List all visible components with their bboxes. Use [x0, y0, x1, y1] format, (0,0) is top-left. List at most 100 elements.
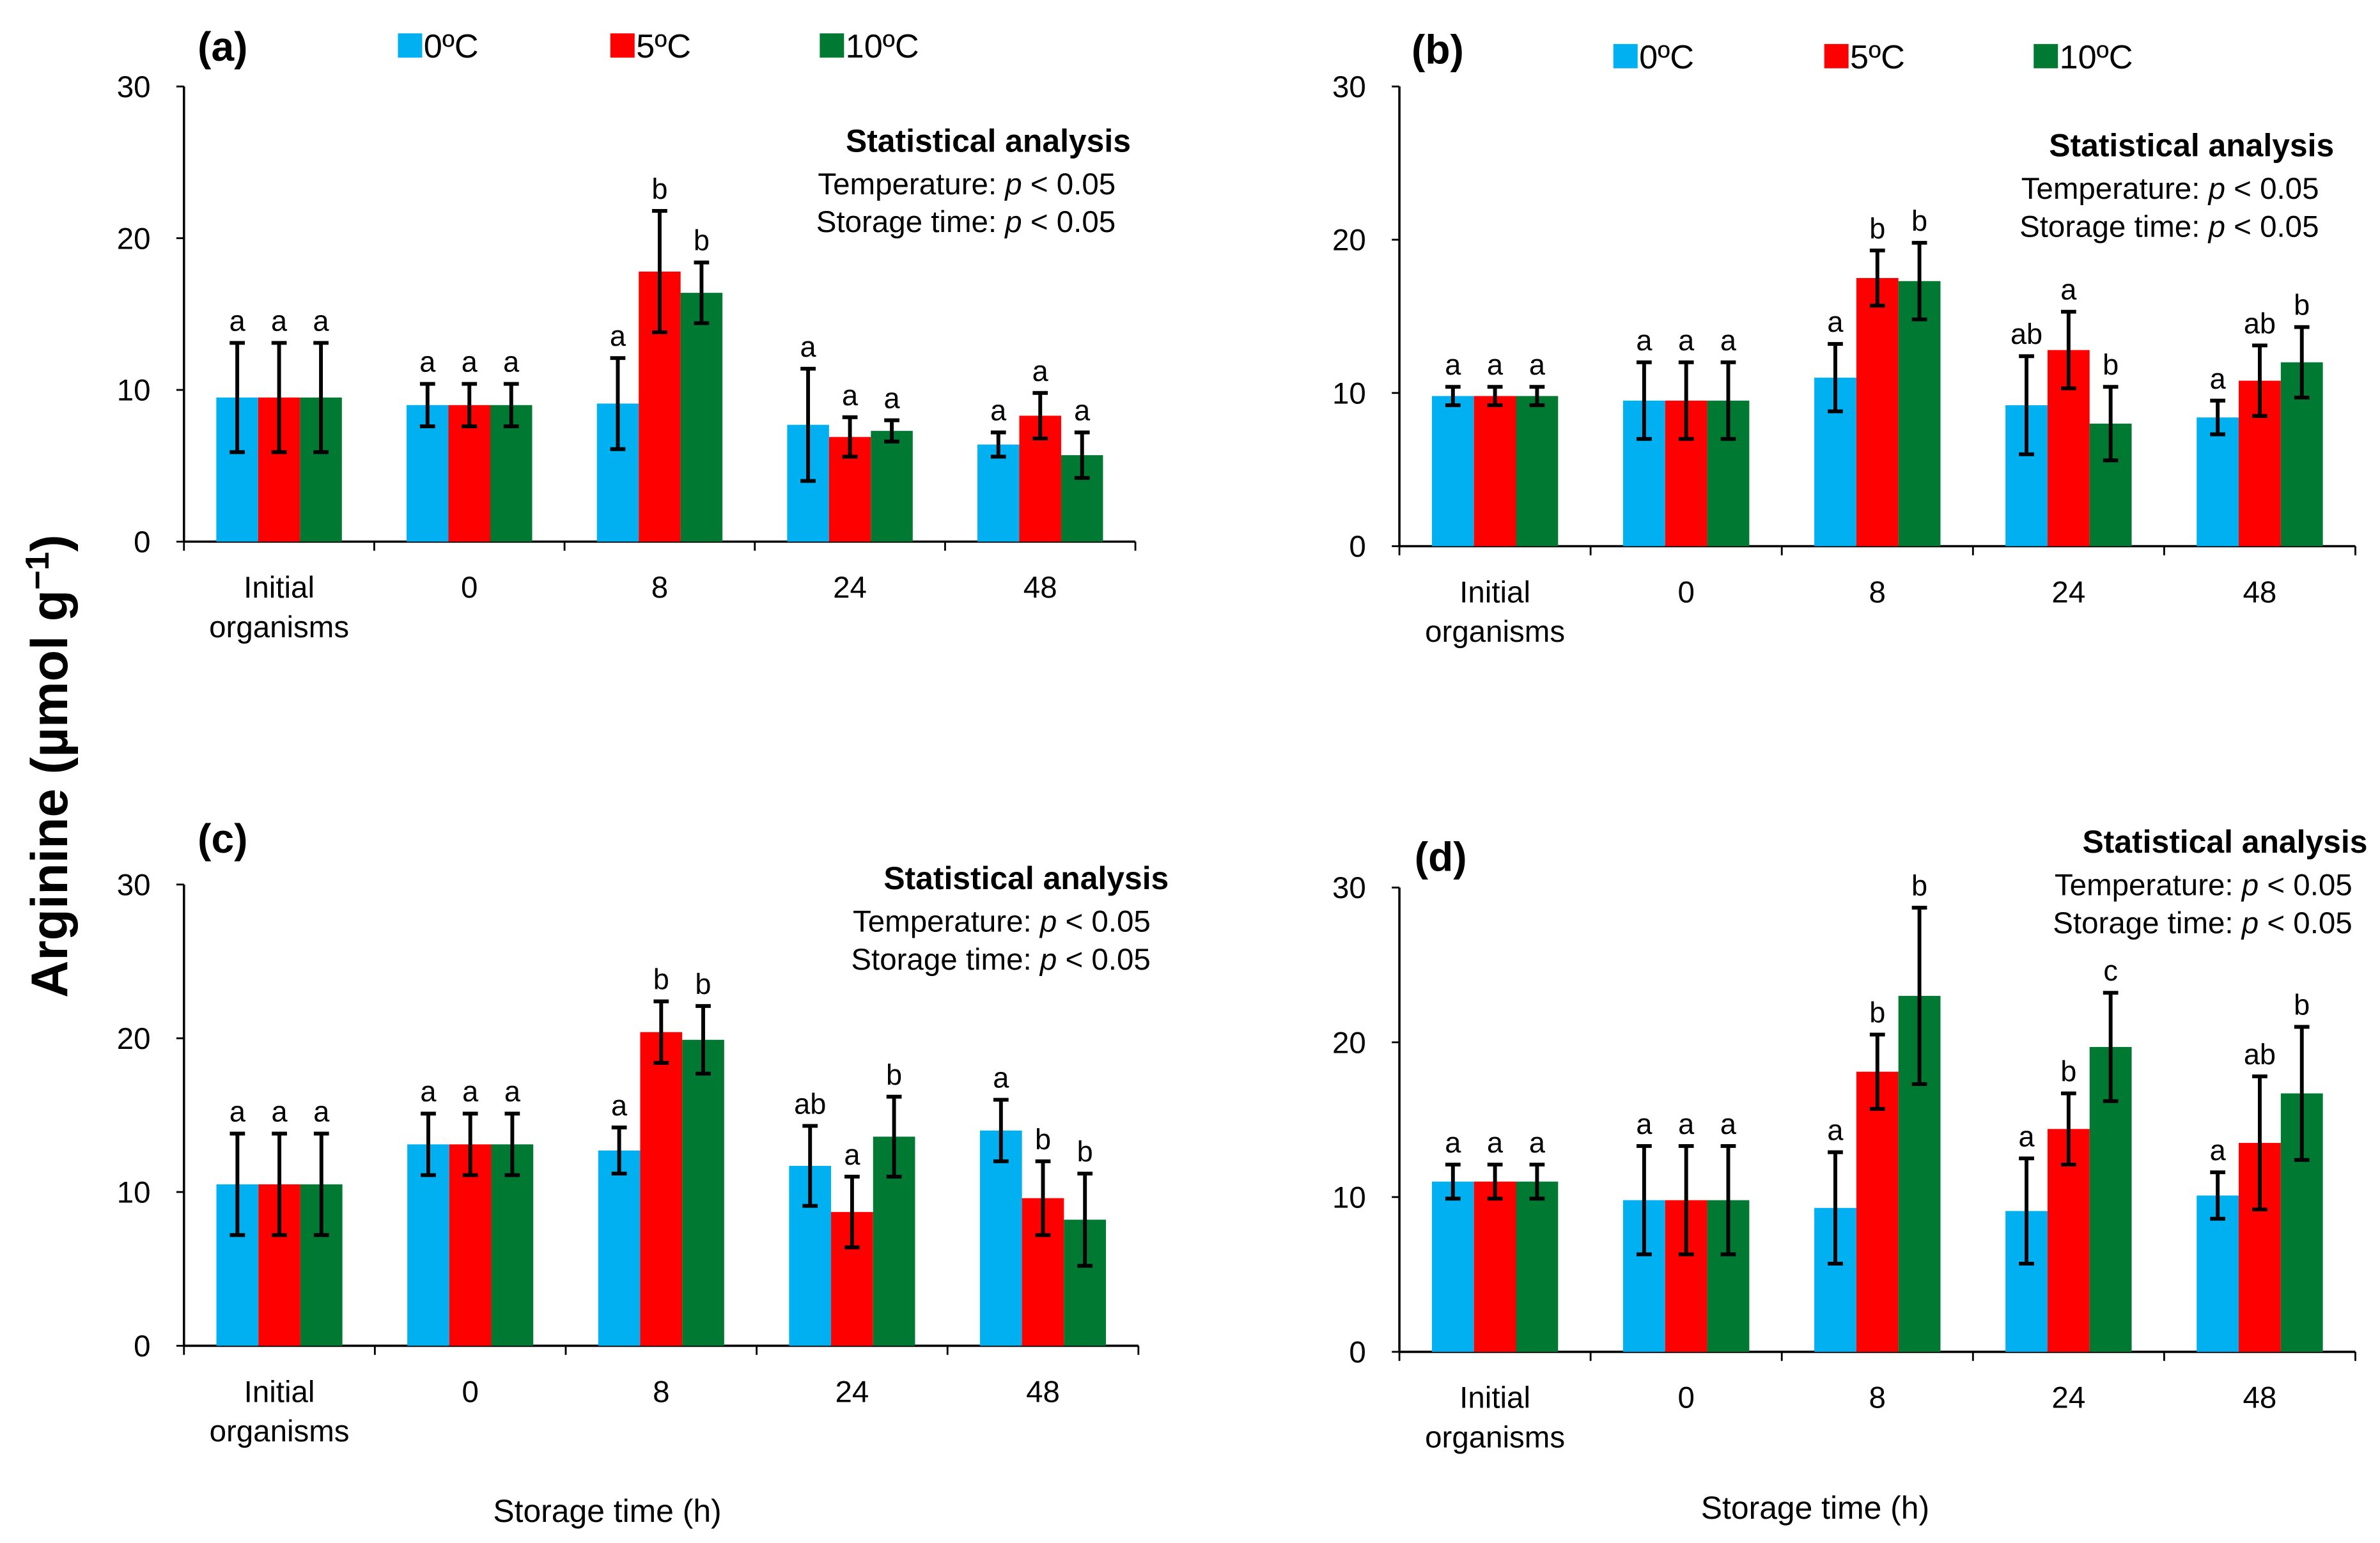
x-tick-label: organisms [210, 1415, 350, 1448]
stats-value: < 0.05 [2259, 868, 2353, 902]
significance-letter: a [1487, 1126, 1504, 1159]
significance-letter: b [695, 968, 711, 1000]
significance-letter: b [653, 963, 669, 996]
significance-letter: a [884, 382, 901, 415]
stats-p: p [2241, 868, 2259, 902]
bar-10c [682, 1039, 724, 1346]
stats-factor: Storage time: [816, 205, 1006, 239]
stats-value: < 0.05 [1022, 167, 1116, 201]
bar-5c [1856, 277, 1899, 547]
stats-title: Statistical analysis [846, 123, 1131, 159]
stats-p: p [2207, 210, 2225, 244]
significance-letter: b [1869, 996, 1885, 1029]
x-tick-label: Initial [1459, 575, 1530, 609]
y-tick-label: 0 [134, 525, 150, 559]
significance-letter: b [1911, 869, 1927, 902]
significance-letter: a [800, 330, 817, 363]
significance-letter: a [1636, 324, 1653, 357]
bar-10c [680, 293, 723, 542]
significance-letter: a [2210, 362, 2227, 395]
significance-letter: a [1445, 1126, 1461, 1159]
bar-10c [871, 431, 913, 542]
x-tick-label: 0 [1677, 1381, 1694, 1415]
bar-0c [977, 444, 1020, 542]
significance-letter: a [271, 304, 288, 337]
x-tick-label: 48 [1026, 1375, 1060, 1409]
bar-0c [598, 1150, 641, 1346]
significance-letter: a [1678, 1108, 1695, 1140]
bar-0c [2197, 1195, 2239, 1352]
stats-value: < 0.05 [1057, 943, 1151, 977]
significance-letter: b [1035, 1123, 1051, 1156]
y-tick-label: 0 [1349, 530, 1365, 564]
stats-p: p [1039, 904, 1057, 938]
significance-letter: a [419, 346, 436, 378]
legend-swatch [1613, 43, 1638, 68]
stats-p: p [1039, 943, 1057, 977]
significance-letter: a [2019, 1120, 2035, 1152]
panel-label: (d) [1415, 834, 1467, 880]
bar-0c [1431, 1181, 1474, 1352]
significance-letter: a [462, 346, 478, 378]
significance-letter: a [1445, 348, 1461, 381]
legend-label: 5ºC [636, 28, 691, 65]
significance-letter: a [611, 1089, 628, 1122]
x-tick-label: organisms [209, 610, 349, 644]
stats-factor: Temperature: [2021, 172, 2209, 206]
x-tick-label: 24 [2051, 575, 2085, 609]
x-axis-title-right: Storage time (h) [1701, 1490, 1929, 1526]
y-axis-title-sup: −1 [19, 552, 56, 590]
stats-factor: Temperature: [853, 904, 1040, 938]
panel-label: (b) [1412, 27, 1464, 73]
significance-letter: b [1869, 212, 1885, 245]
stats-line: Temperature: p < 0.05 [2055, 868, 2353, 902]
stats-line: Storage time: p < 0.05 [2053, 906, 2352, 940]
legend-label: 10ºC [846, 28, 919, 65]
significance-letter: a [462, 1075, 479, 1108]
significance-letter: a [420, 1075, 437, 1108]
x-tick-label: organisms [1425, 1420, 1565, 1454]
significance-letter: a [504, 1075, 521, 1108]
stats-factor: Temperature: [818, 167, 1005, 201]
x-tick-label: 24 [835, 1375, 869, 1409]
significance-letter: a [272, 1096, 288, 1128]
stats-title: Statistical analysis [2083, 824, 2368, 860]
y-tick-label: 30 [117, 70, 151, 104]
x-tick-label: 8 [651, 571, 668, 605]
x-tick-label: 0 [461, 571, 478, 605]
significance-letter: a [2210, 1134, 2227, 1167]
significance-letter: a [1529, 1126, 1546, 1159]
significance-letter: c [2103, 954, 2118, 987]
x-tick-label: 8 [653, 1375, 669, 1409]
y-tick-label: 10 [117, 1176, 151, 1210]
significance-letter: a [1487, 348, 1504, 381]
stats-p: p [1004, 205, 1022, 239]
significance-letter: b [651, 173, 667, 205]
y-tick-label: 20 [117, 222, 151, 256]
significance-letter: a [313, 304, 330, 337]
bar-5c [1474, 1181, 1516, 1352]
significance-letter: a [993, 1062, 1009, 1094]
x-tick-label: 0 [462, 1375, 478, 1409]
stats-line: Temperature: p < 0.05 [853, 904, 1151, 938]
panel-label: (a) [198, 24, 247, 70]
stats-factor: Storage time: [2019, 210, 2209, 244]
significance-letter: a [1827, 306, 1844, 338]
stats-value: < 0.05 [1022, 205, 1116, 239]
legend-swatch [398, 33, 423, 58]
significance-letter: a [2060, 274, 2077, 306]
y-tick-label: 0 [1349, 1336, 1365, 1370]
legend-swatch [1824, 43, 1849, 68]
significance-letter: a [990, 394, 1007, 427]
y-axis-title-end: ) [21, 534, 79, 552]
bar-0c [979, 1130, 1022, 1346]
bar-5c [1856, 1071, 1899, 1352]
x-tick-label: 48 [2243, 575, 2277, 609]
x-tick-label: 8 [1869, 575, 1886, 609]
y-tick-label: 20 [1332, 1026, 1366, 1060]
y-tick-label: 30 [1332, 70, 1366, 104]
significance-letter: a [1827, 1114, 1844, 1147]
